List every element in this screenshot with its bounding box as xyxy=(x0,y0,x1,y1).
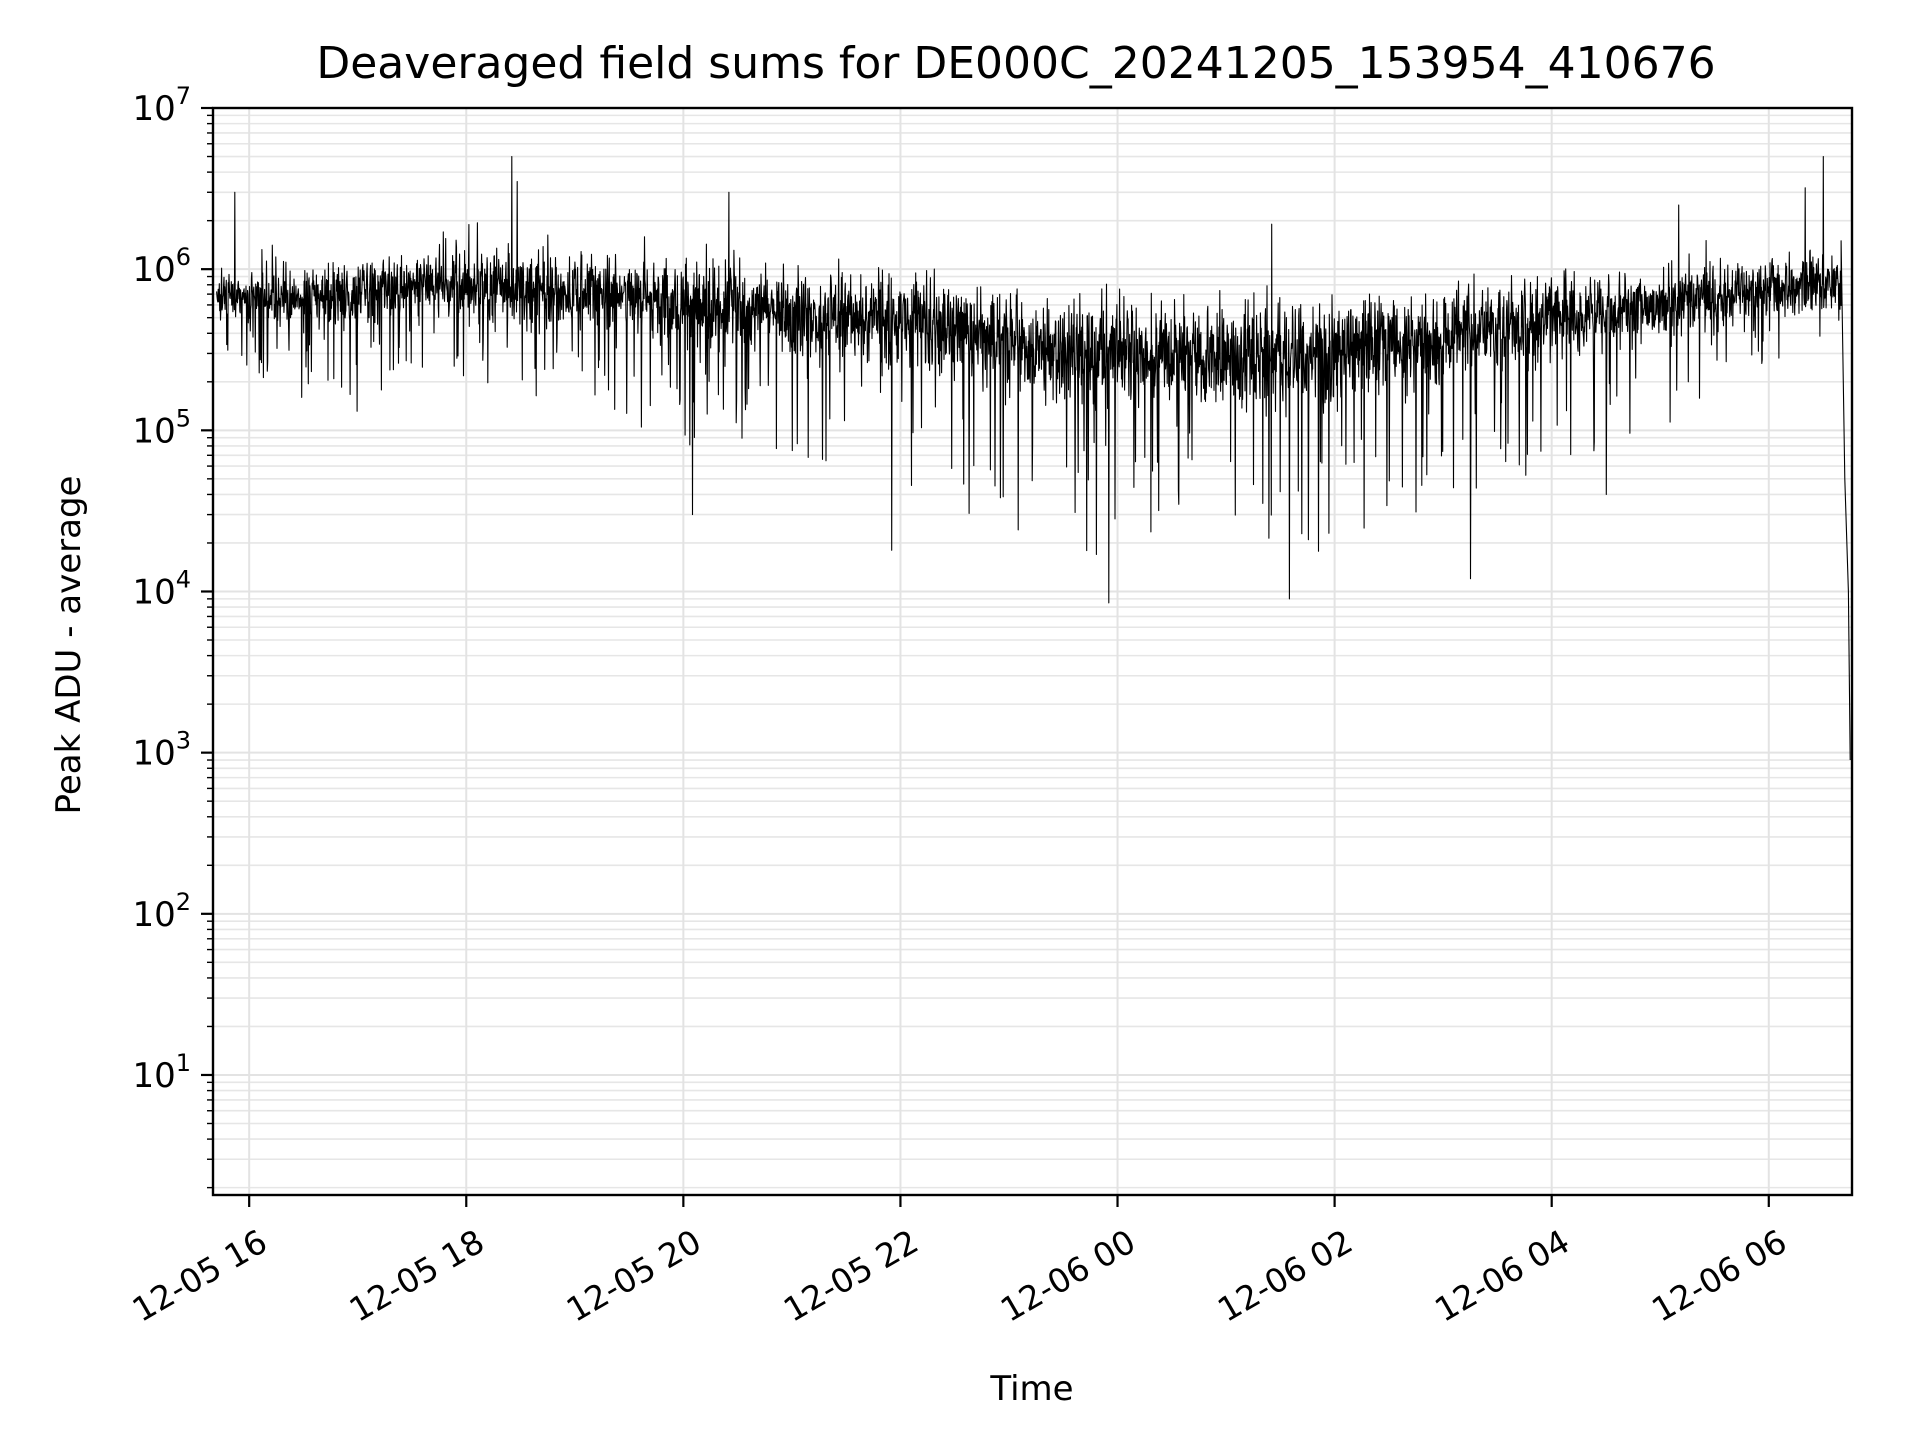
y-tick-base: 10 xyxy=(132,572,175,612)
x-tick-label: 12-05 18 xyxy=(343,1222,491,1330)
x-tick-label: 12-05 22 xyxy=(777,1222,925,1330)
grid xyxy=(213,107,1852,1195)
y-tick-base: 10 xyxy=(132,734,175,774)
y-tick-label: 106 xyxy=(132,243,191,290)
y-tick-base: 10 xyxy=(132,250,175,290)
y-tick-base: 10 xyxy=(132,1056,175,1096)
x-axis-label: Time xyxy=(989,1369,1073,1409)
y-tick-exponent: 3 xyxy=(176,727,191,755)
x-tick-label: 12-06 02 xyxy=(1211,1222,1359,1330)
axis-ticks xyxy=(201,106,1770,1207)
x-tick-label: 12-05 20 xyxy=(560,1222,708,1330)
y-tick-base: 10 xyxy=(132,411,175,451)
x-tick-label: 12-06 06 xyxy=(1645,1222,1793,1330)
y-tick-base: 10 xyxy=(132,895,175,935)
y-tick-label: 107 xyxy=(132,82,191,129)
y-tick-base: 10 xyxy=(132,89,175,129)
y-tick-label: 103 xyxy=(132,727,191,774)
x-tick-labels: 12-05 16 12-05 18 12-05 20 12-05 22 12-06 00… xyxy=(126,1222,1794,1330)
y-tick-exponent: 5 xyxy=(176,404,191,432)
y-tick-label: 104 xyxy=(132,565,191,612)
y-axis-label: Peak ADU - average xyxy=(49,476,89,815)
y-tick-exponent: 6 xyxy=(176,243,191,271)
series-line xyxy=(216,155,1851,761)
chart-title: Deaveraged field sums for DE000C_2024120… xyxy=(316,38,1715,89)
y-tick-label: 101 xyxy=(132,1049,191,1096)
plot-frame xyxy=(211,106,1854,1197)
plot-series xyxy=(216,155,1851,761)
y-tick-exponent: 1 xyxy=(176,1049,191,1077)
y-tick-label: 105 xyxy=(132,404,191,451)
x-tick-label: 12-06 00 xyxy=(994,1222,1142,1330)
y-tick-label: 102 xyxy=(132,888,191,935)
y-tick-exponent: 4 xyxy=(176,565,191,593)
y-tick-exponent: 2 xyxy=(176,888,191,916)
x-tick-label: 12-05 16 xyxy=(126,1222,274,1330)
y-tick-exponent: 7 xyxy=(176,82,191,110)
x-tick-label: 12-06 04 xyxy=(1428,1222,1576,1330)
